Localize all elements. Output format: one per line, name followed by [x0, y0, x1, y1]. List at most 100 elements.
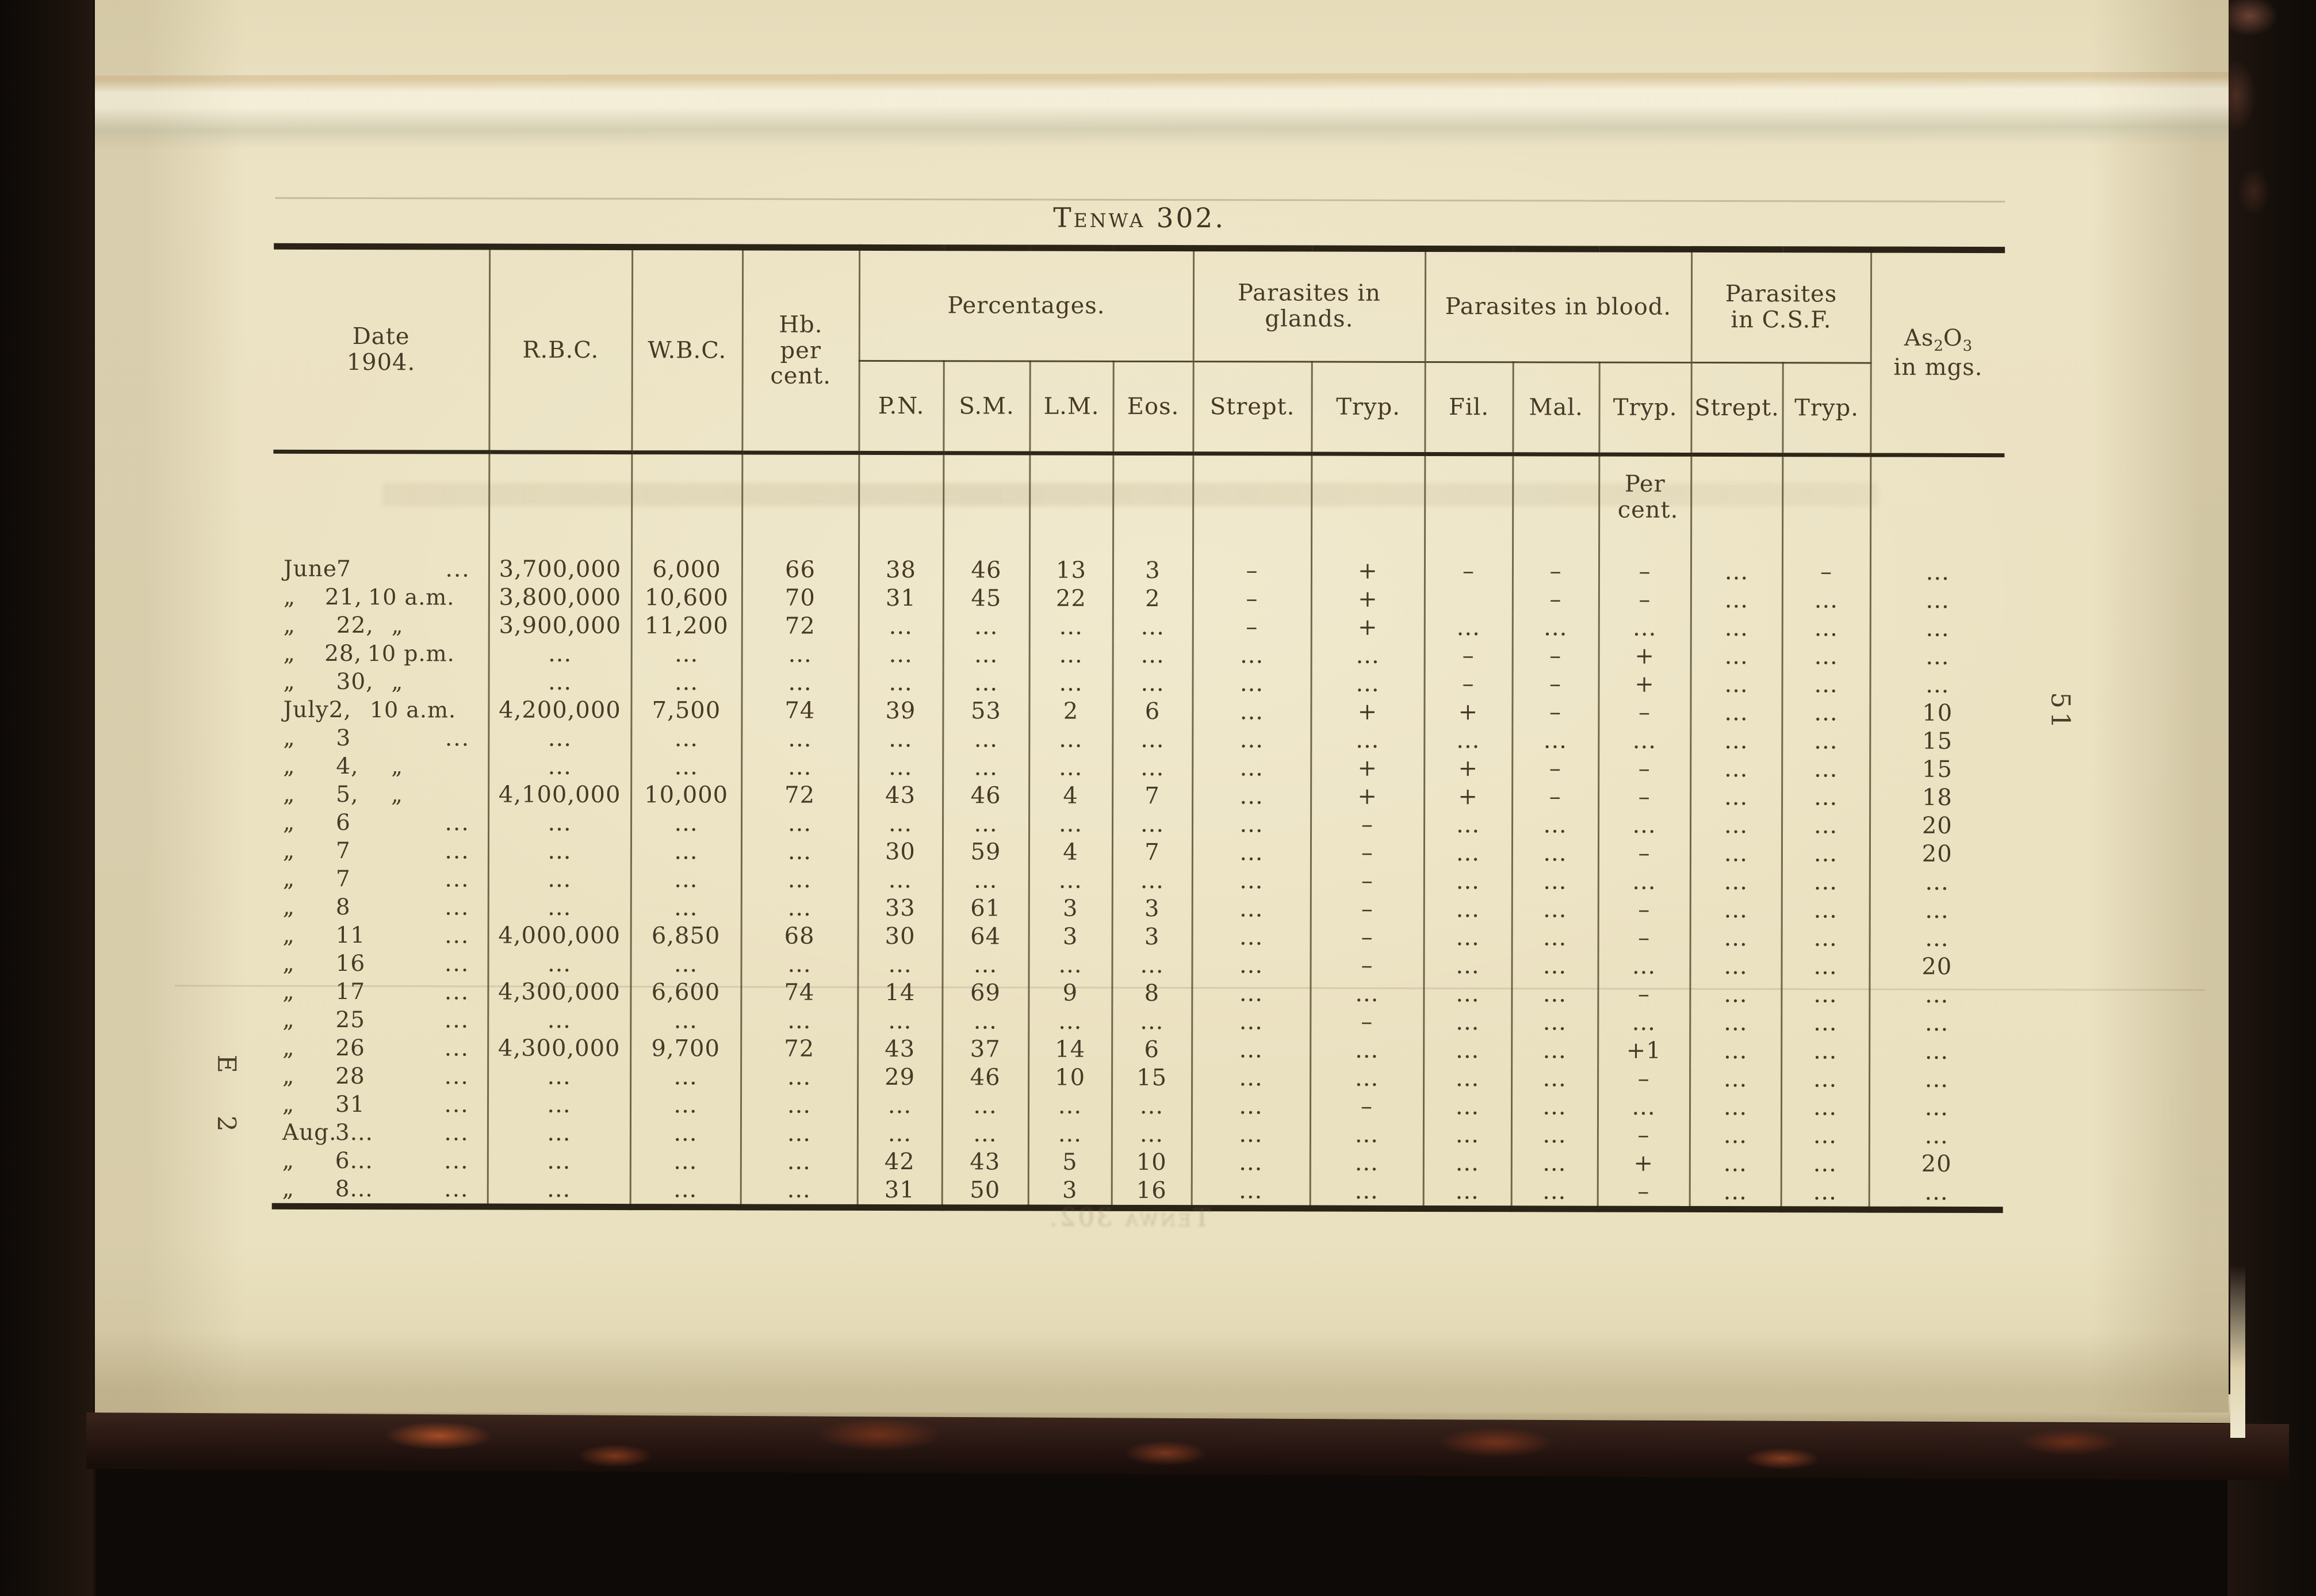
blood-tryp-cell: –	[1598, 698, 1691, 727]
sm-cell: 61	[942, 894, 1029, 923]
blood-fil-cell: ...	[1423, 1120, 1511, 1150]
csf-tryp-cell: ...	[1781, 924, 1870, 953]
table-row: „ 28, 10 p.m. ... ... ... ... ... ... ... …	[273, 640, 2004, 672]
as2o3-cell: ...	[1869, 1065, 2004, 1094]
csf-strept-cell: ...	[1690, 867, 1782, 897]
date-dots: ...	[444, 979, 470, 1005]
col-header-pn: P.N.	[859, 361, 944, 453]
table-row: „ 17... 4,300,000 6,600 74 14 69 9 8 ... …	[272, 978, 2004, 1010]
glands-tryp-cell: –	[1310, 1008, 1424, 1036]
blood-tryp-cell: –	[1598, 895, 1690, 924]
date-month: „	[282, 1035, 295, 1061]
blood-tryp-cell: ...	[1598, 811, 1691, 840]
csf-strept-cell: ...	[1690, 642, 1782, 671]
date-dots: ...	[445, 556, 470, 583]
date-day: 26	[335, 1035, 365, 1061]
csf-tryp-cell: ...	[1781, 1009, 1870, 1038]
rbc-cell: ...	[488, 865, 631, 894]
csf-strept-cell: ...	[1689, 1149, 1781, 1178]
pn-cell: ...	[858, 1006, 943, 1036]
sm-cell	[943, 453, 1030, 557]
rbc-cell: ...	[488, 668, 631, 697]
hb-cell: 72	[741, 612, 859, 641]
rbc-cell: 4,100,000	[488, 780, 631, 810]
hb-cell: ...	[741, 837, 859, 866]
date-day: 17	[335, 978, 366, 1005]
as2o3-cell: ...	[1870, 671, 2004, 700]
glands-strept-cell: ...	[1192, 1008, 1311, 1036]
table-row: „ 7... ... ... ... ... ... ... ... ... – …	[273, 865, 2004, 897]
blood-fil-cell: ...	[1423, 867, 1512, 896]
rbc-cell: ...	[488, 724, 631, 753]
hb-cell: 68	[741, 922, 858, 951]
date-day: 3...	[335, 1119, 373, 1146]
col-header-hb: Hb. per cent.	[742, 247, 860, 453]
rbc-cell: 4,300,000	[488, 978, 631, 1007]
eos-cell: 2	[1112, 584, 1193, 614]
eos-cell: 6	[1112, 697, 1193, 726]
wbc-cell: 10,000	[631, 781, 742, 810]
hb-cell: 72	[741, 781, 859, 810]
csf-tryp-cell: ...	[1782, 812, 1870, 840]
col-header-lm: L.M.	[1029, 361, 1113, 454]
date-day: 21,	[324, 584, 363, 610]
glands-strept-cell: ...	[1192, 839, 1311, 867]
blood-tryp-cell: –	[1598, 1065, 1690, 1093]
rbc-cell: 3,800,000	[488, 583, 631, 613]
date-cell: „ 5, „	[273, 780, 488, 809]
book-cover-bottom-marbled	[86, 1413, 2290, 1481]
glands-tryp-cell: +	[1311, 585, 1425, 614]
blood-tryp-cell: ...	[1598, 952, 1690, 981]
rbc-cell: ...	[488, 950, 631, 979]
lm-cell: ...	[1029, 669, 1113, 698]
table-row: „ 3... ... ... ... ... ... ... ... ... ..…	[273, 724, 2004, 756]
date-dots: ...	[445, 866, 470, 893]
sm-cell: ...	[941, 1092, 1029, 1120]
date-month: July	[283, 696, 329, 723]
eos-cell: 6	[1112, 1035, 1192, 1065]
lm-cell: 13	[1029, 556, 1113, 585]
pn-cell: 33	[858, 894, 943, 923]
eos-cell: 7	[1112, 782, 1193, 811]
pn-cell: 42	[857, 1147, 942, 1177]
eos-cell: 3	[1112, 894, 1192, 924]
glands-strept-cell: ...	[1192, 1064, 1311, 1093]
lm-cell: 22	[1029, 584, 1113, 613]
sm-cell: 46	[943, 556, 1030, 585]
as2o3-formula: As2O3 in mgs.	[1893, 324, 1983, 381]
csf-strept-cell: ...	[1690, 1036, 1782, 1066]
date-day: 3	[336, 725, 351, 751]
as2o3-cell: 20	[1869, 1150, 2003, 1179]
csf-tryp-cell: ...	[1781, 1178, 1869, 1210]
date-month: Aug.	[282, 1119, 337, 1146]
eos-cell: ...	[1112, 613, 1193, 642]
glands-tryp-cell: –	[1310, 895, 1424, 924]
date-month: „	[282, 894, 296, 920]
col-header-date: Date 1904.	[273, 246, 490, 453]
date-cell	[273, 451, 489, 555]
glands-tryp-cell: –	[1310, 867, 1424, 895]
sm-cell: 43	[941, 1148, 1028, 1177]
eos-cell: ...	[1112, 641, 1193, 670]
date-month: „	[283, 584, 296, 610]
date-day: 4,	[336, 753, 359, 779]
table-row: „ 6... ... ... ... ... ... ... ... ... – …	[273, 809, 2004, 841]
glands-tryp-cell: –	[1310, 839, 1425, 867]
blood-tryp-cell: ...	[1597, 1093, 1690, 1122]
csf-strept-cell	[1691, 454, 1783, 558]
table-row: „ 7... ... ... ... 30 59 4 7 ... – ... ..…	[273, 837, 2004, 869]
wbc-cell: ...	[631, 753, 742, 782]
date-dots: ...	[444, 1007, 470, 1034]
table-row: „ 26... 4,300,000 9,700 72 43 37 14 6 ...…	[272, 1034, 2004, 1066]
hb-cell: ...	[741, 950, 858, 979]
hb-cell: ...	[741, 640, 859, 669]
date-dots: ...	[444, 1035, 469, 1062]
date-cell: „ 16...	[272, 950, 487, 978]
wbc-cell: 6,850	[630, 922, 741, 951]
glands-tryp-cell: ...	[1310, 1149, 1423, 1177]
blood-fil-cell: ...	[1423, 1177, 1511, 1209]
date-dots: ...	[444, 1092, 469, 1118]
blood-tryp-cell: –	[1598, 924, 1690, 952]
blood-fil-cell: ...	[1423, 1064, 1512, 1093]
as2o3-cell: 20	[1870, 812, 2004, 841]
